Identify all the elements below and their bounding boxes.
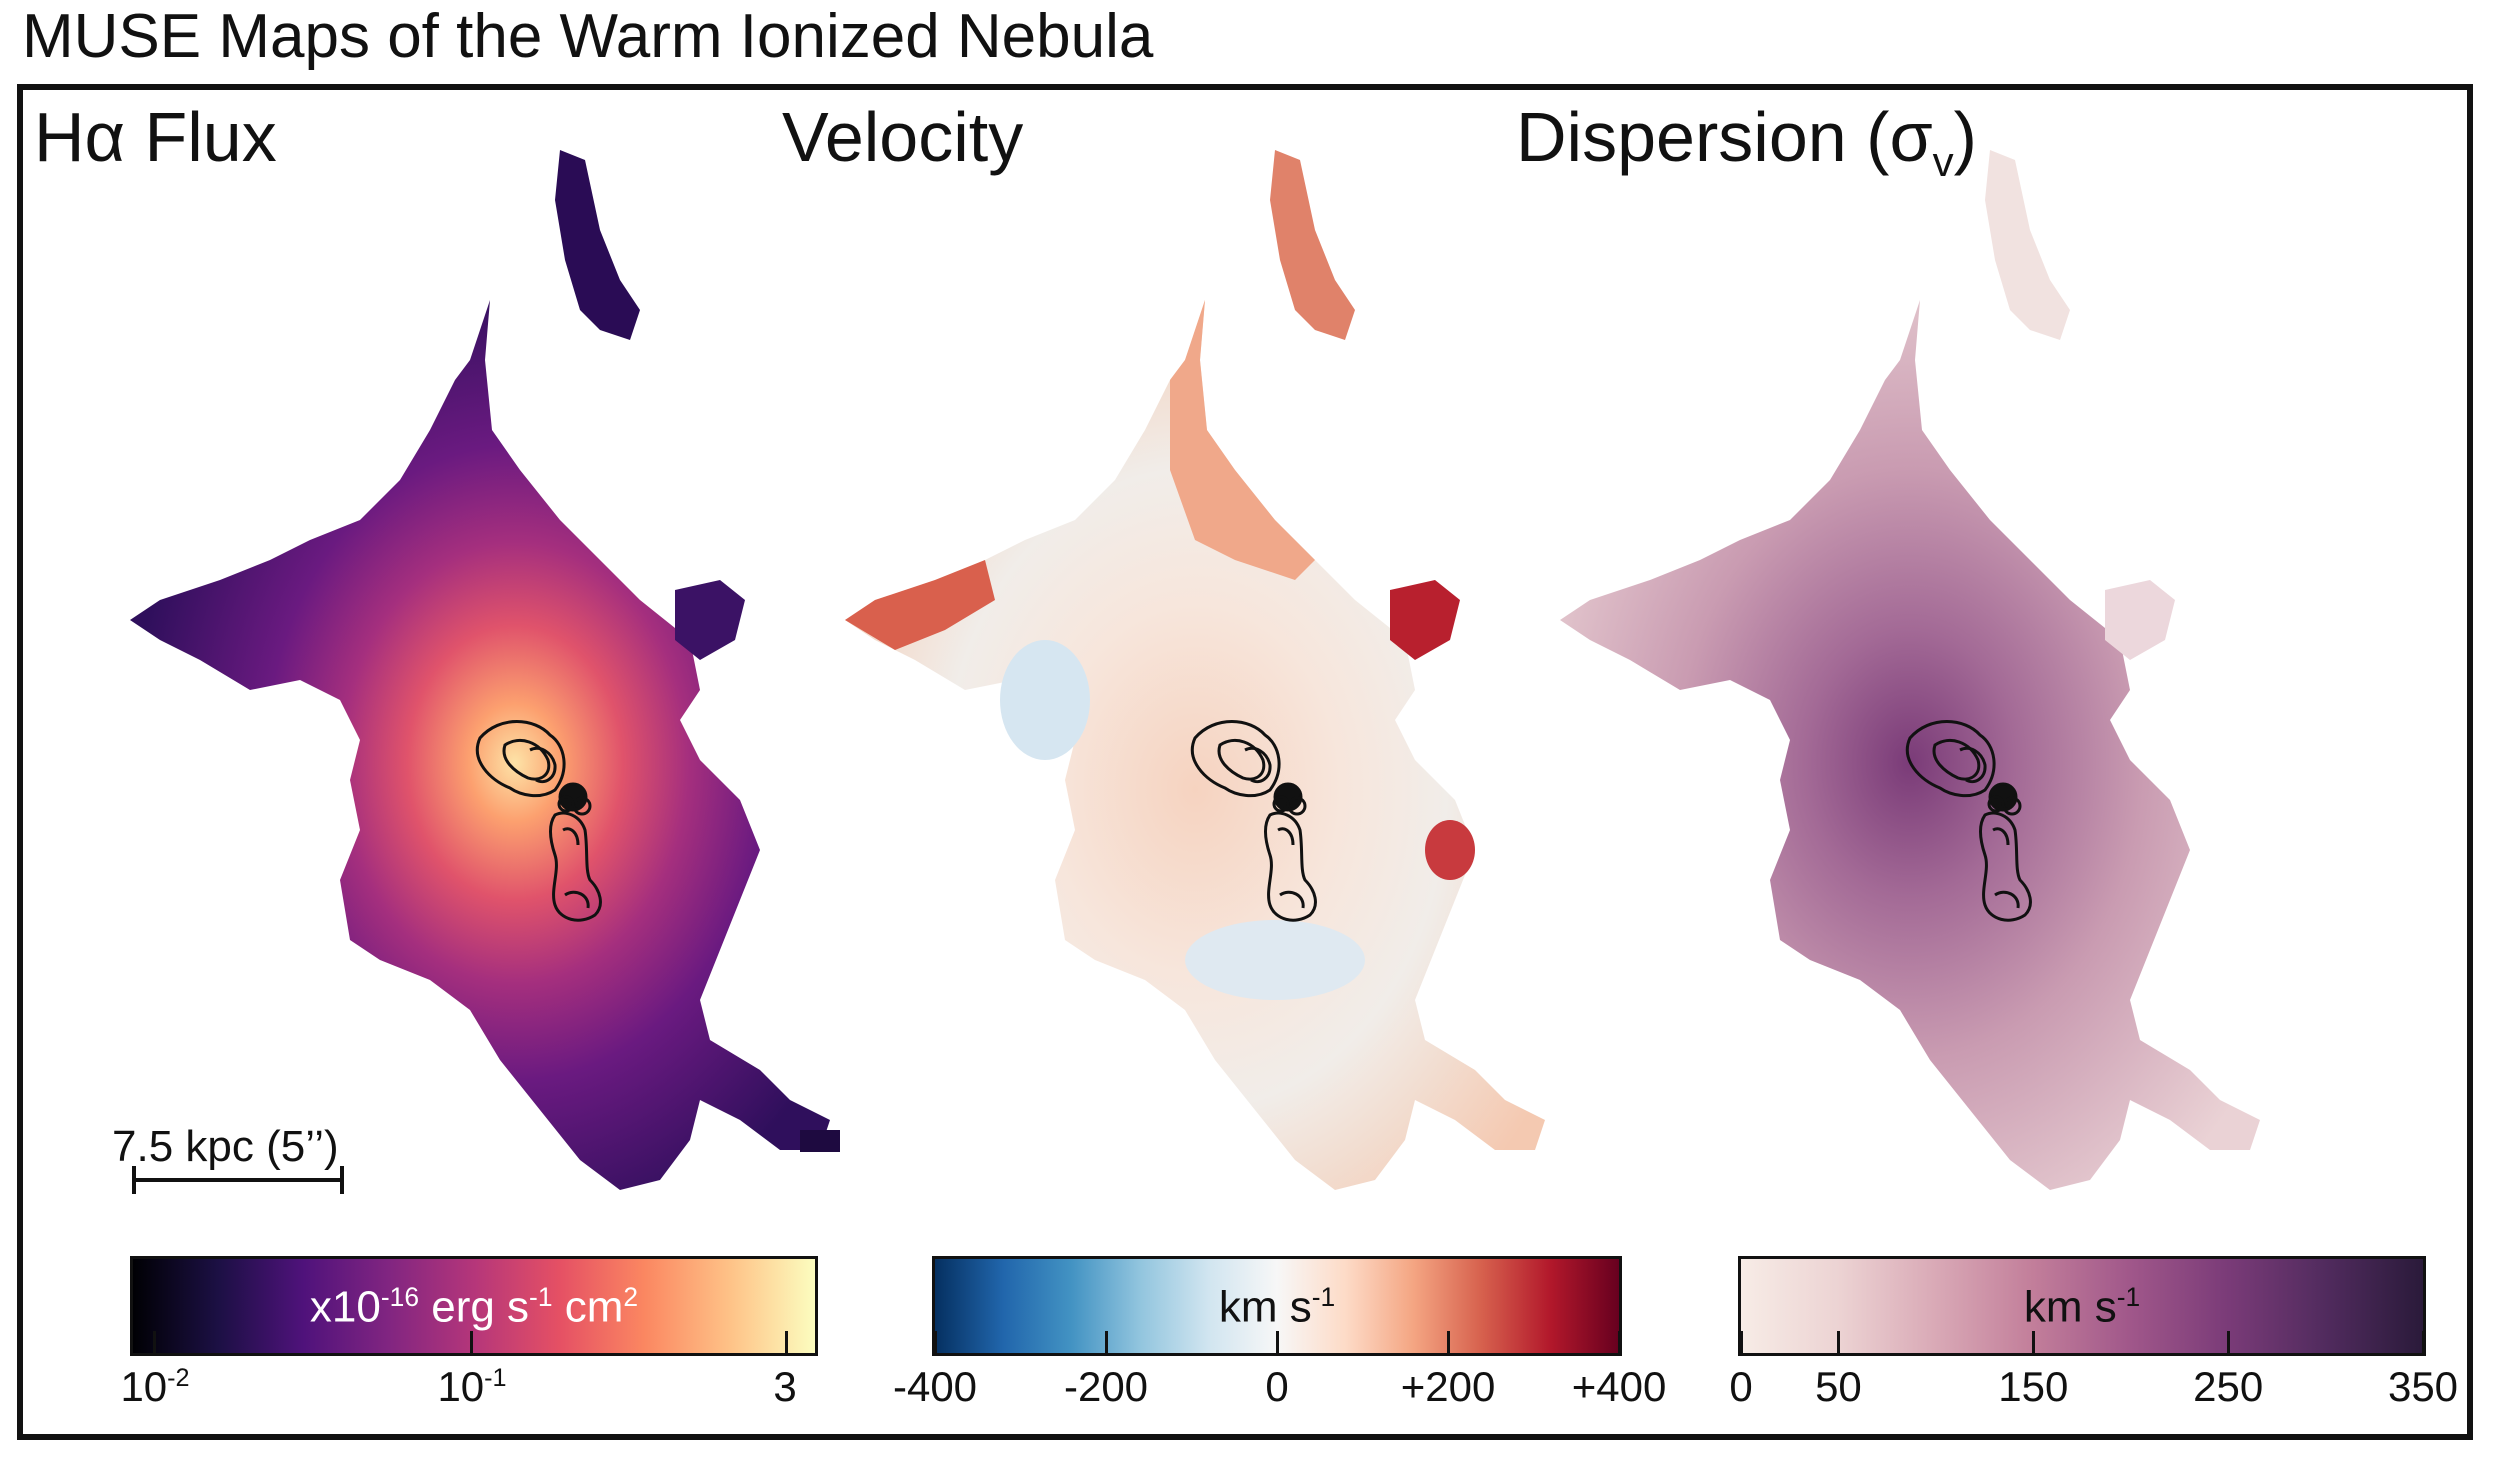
- panel-title-velocity: Velocity: [782, 98, 1024, 176]
- velocity-tick-0: [933, 1331, 937, 1353]
- tick-label-flux-1: 10-1: [437, 1363, 507, 1410]
- figure-title: MUSE Maps of the Warm Ionized Nebula: [22, 2, 1154, 71]
- velocity-tick-label-4: +400: [1571, 1363, 1667, 1410]
- colorbar-flux: [130, 1256, 818, 1356]
- dispersion-tick-1: [1836, 1331, 1840, 1353]
- velocity-map: [845, 150, 1545, 1190]
- panel-title-dispersion: Dispersion (σv): [1516, 98, 1977, 185]
- velocity-tick-3: [1446, 1331, 1450, 1353]
- tick-label-flux-2: 3: [773, 1363, 797, 1410]
- velocity-tick-4: [1617, 1331, 1621, 1353]
- tick-flux-0: [153, 1331, 156, 1353]
- tick-label-flux-0: 10-2: [120, 1363, 190, 1410]
- dispersion-tick-0: [1739, 1331, 1743, 1353]
- colorbar-dispersion: [1738, 1256, 2426, 1356]
- velocity-tick-2: [1275, 1331, 1279, 1353]
- dispersion-tick-label-0: 0: [1729, 1363, 1753, 1410]
- colorbar-dispersion-label: km s-1: [2023, 1282, 2141, 1332]
- velocity-tick-1: [1104, 1331, 1108, 1353]
- scale-bar: [132, 1166, 344, 1194]
- panel-title-flux: Hα Flux: [34, 98, 277, 176]
- tick-flux-1: [470, 1331, 473, 1353]
- dispersion-tick-label-4: 350: [2387, 1363, 2459, 1410]
- dispersion-tick-label-2: 150: [1998, 1363, 2069, 1410]
- velocity-tick-label-1: -200: [1063, 1363, 1149, 1410]
- scale-bar-label: 7.5 kpc (5’’): [112, 1122, 339, 1171]
- figure-frame: [17, 84, 2473, 1440]
- dispersion-tick-label-3: 250: [2193, 1363, 2264, 1410]
- dispersion-tick-3: [2226, 1331, 2230, 1353]
- tick-flux-2: [785, 1331, 788, 1353]
- dispersion-map: [1560, 150, 2260, 1190]
- colorbar-flux-label: x10-16 erg s-1 cm2: [309, 1282, 639, 1332]
- colorbar-velocity-label: km s-1: [1218, 1282, 1336, 1332]
- velocity-tick-label-3: +200: [1400, 1363, 1496, 1410]
- dispersion-tick-4: [2421, 1331, 2425, 1353]
- flux-map: [130, 150, 840, 1190]
- velocity-tick-label-0: -400: [892, 1363, 978, 1410]
- dispersion-tick-label-1: 50: [1815, 1363, 1862, 1410]
- velocity-tick-label-2: 0: [1265, 1363, 1289, 1410]
- dispersion-tick-2: [2031, 1331, 2035, 1353]
